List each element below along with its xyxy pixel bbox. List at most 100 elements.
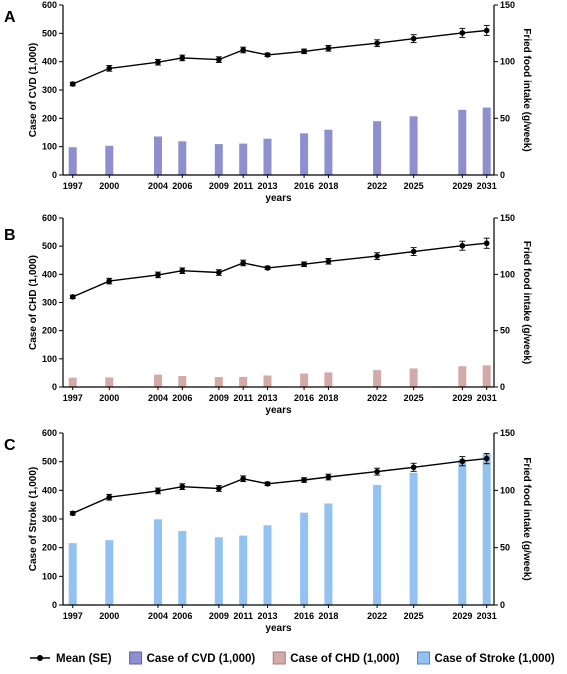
right-axis-title: Fried food intake (g/week) <box>521 457 532 580</box>
mean-point-2009 <box>216 269 222 276</box>
x-tick-label: 2011 <box>233 393 253 403</box>
mean-point-2025 <box>410 248 417 255</box>
x-tick-label: 2022 <box>367 181 387 191</box>
bar-2004 <box>154 136 162 175</box>
legend-label: Case of Stroke (1,000) <box>435 653 555 665</box>
x-tick-label: 2022 <box>367 393 387 403</box>
x-tick-label: 2000 <box>99 393 119 403</box>
bar-1997 <box>68 377 77 387</box>
mean-point-2018 <box>325 474 332 480</box>
bar-2000 <box>105 377 114 387</box>
left-tick-label: 200 <box>42 326 57 336</box>
bar-2000 <box>105 540 114 605</box>
x-tick-label: 2011 <box>233 611 253 621</box>
x-tick-label: 2016 <box>294 181 314 191</box>
mean-point-2018 <box>325 45 332 52</box>
legend-bar-swatch <box>129 651 143 665</box>
bar-2013 <box>263 138 272 175</box>
x-tick-label: 2018 <box>318 611 338 621</box>
mean-point-2016 <box>301 261 307 267</box>
mean-point-2025 <box>410 35 417 42</box>
right-tick-label: 150 <box>500 213 515 223</box>
mean-point-2006 <box>179 267 186 274</box>
bar-2029 <box>458 109 467 175</box>
panel-letter: A <box>4 9 16 26</box>
panel-b: B 0 100 200 300 400 500 600 0 50 100 150 1997 2000 200… <box>4 213 532 416</box>
x-tick-label: 2031 <box>477 393 497 403</box>
x-tick-label: 2018 <box>318 181 338 191</box>
bar-2011 <box>239 143 248 175</box>
panel-letter: C <box>4 437 16 454</box>
panel-a: A 0 100 200 300 400 500 600 0 50 100 150 1997 2000 200… <box>4 0 532 204</box>
bar-2011 <box>239 535 248 605</box>
bar-2018 <box>324 129 333 175</box>
mean-point-2013 <box>264 52 271 58</box>
mean-point-2016 <box>301 477 307 483</box>
x-tick-label: 2016 <box>294 393 314 403</box>
x-tick-label: 2031 <box>477 611 497 621</box>
mean-point-2004 <box>155 272 161 278</box>
right-tick-label: 50 <box>500 113 510 123</box>
left-tick-label: 600 <box>42 213 57 223</box>
left-tick-label: 400 <box>42 269 57 279</box>
mean-point-2029 <box>459 242 466 249</box>
mean-point-2006 <box>179 55 186 61</box>
legend-point-swatch <box>37 655 43 661</box>
x-tick-label: 2029 <box>452 181 472 191</box>
mean-point-1997 <box>69 510 76 517</box>
x-tick-label: 2018 <box>318 393 338 403</box>
panel-letter: B <box>4 227 16 244</box>
mean-point-2000 <box>106 494 113 501</box>
mean-point-2016 <box>301 48 307 55</box>
bar-1997 <box>68 543 77 605</box>
bar-2018 <box>324 372 333 387</box>
bar-2029 <box>458 459 467 605</box>
mean-point-2011 <box>240 47 246 53</box>
right-tick-label: 0 <box>500 170 505 180</box>
mean-point-2006 <box>179 483 186 490</box>
mean-point-2013 <box>264 480 271 487</box>
left-axis-title: Case of CHD (1,000) <box>28 255 39 350</box>
mean-point-2000 <box>106 65 113 72</box>
x-tick-label: 2031 <box>477 181 497 191</box>
right-tick-label: 100 <box>500 57 515 67</box>
bar-2013 <box>263 375 272 387</box>
x-tick-label: 2004 <box>148 393 168 403</box>
legend: Mean (SE) Case of CVD (1,000) Case of CHD … <box>30 651 555 665</box>
bar-2031 <box>482 107 491 175</box>
left-axis-title: Case of CVD (1,000) <box>28 43 39 137</box>
left-tick-label: 0 <box>52 170 57 180</box>
mean-point-1997 <box>69 294 76 300</box>
left-tick-label: 100 <box>42 142 57 152</box>
mean-line <box>72 242 487 298</box>
x-tick-label: 1997 <box>63 611 83 621</box>
x-tick-label: 2004 <box>148 611 168 621</box>
right-axis-title: Fried food intake (g/week) <box>521 241 532 364</box>
x-tick-label: 2016 <box>294 611 314 621</box>
mean-point-2031 <box>483 27 490 34</box>
x-axis-title: years <box>265 623 292 634</box>
right-axis-title: Fried food intake (g/week) <box>521 28 532 151</box>
left-tick-label: 600 <box>42 428 57 438</box>
x-tick-label: 1997 <box>63 393 83 403</box>
x-tick-label: 2000 <box>99 611 119 621</box>
right-tick-label: 50 <box>500 326 510 336</box>
bar-2004 <box>154 519 162 605</box>
bar-2031 <box>482 453 491 605</box>
mean-point-2009 <box>216 485 222 492</box>
mean-point-2031 <box>483 455 490 462</box>
mean-point-2022 <box>374 468 380 475</box>
bar-2009 <box>214 377 223 387</box>
mean-point-2011 <box>240 260 246 266</box>
bar-2004 <box>154 374 162 387</box>
left-tick-label: 100 <box>42 571 57 581</box>
left-tick-label: 500 <box>42 28 57 38</box>
right-tick-label: 100 <box>500 485 515 495</box>
left-tick-label: 400 <box>42 485 57 495</box>
bar-2016 <box>300 133 309 175</box>
bar-1997 <box>68 147 77 175</box>
x-tick-label: 2013 <box>258 393 278 403</box>
mean-point-2022 <box>374 40 380 46</box>
left-tick-label: 500 <box>42 241 57 251</box>
